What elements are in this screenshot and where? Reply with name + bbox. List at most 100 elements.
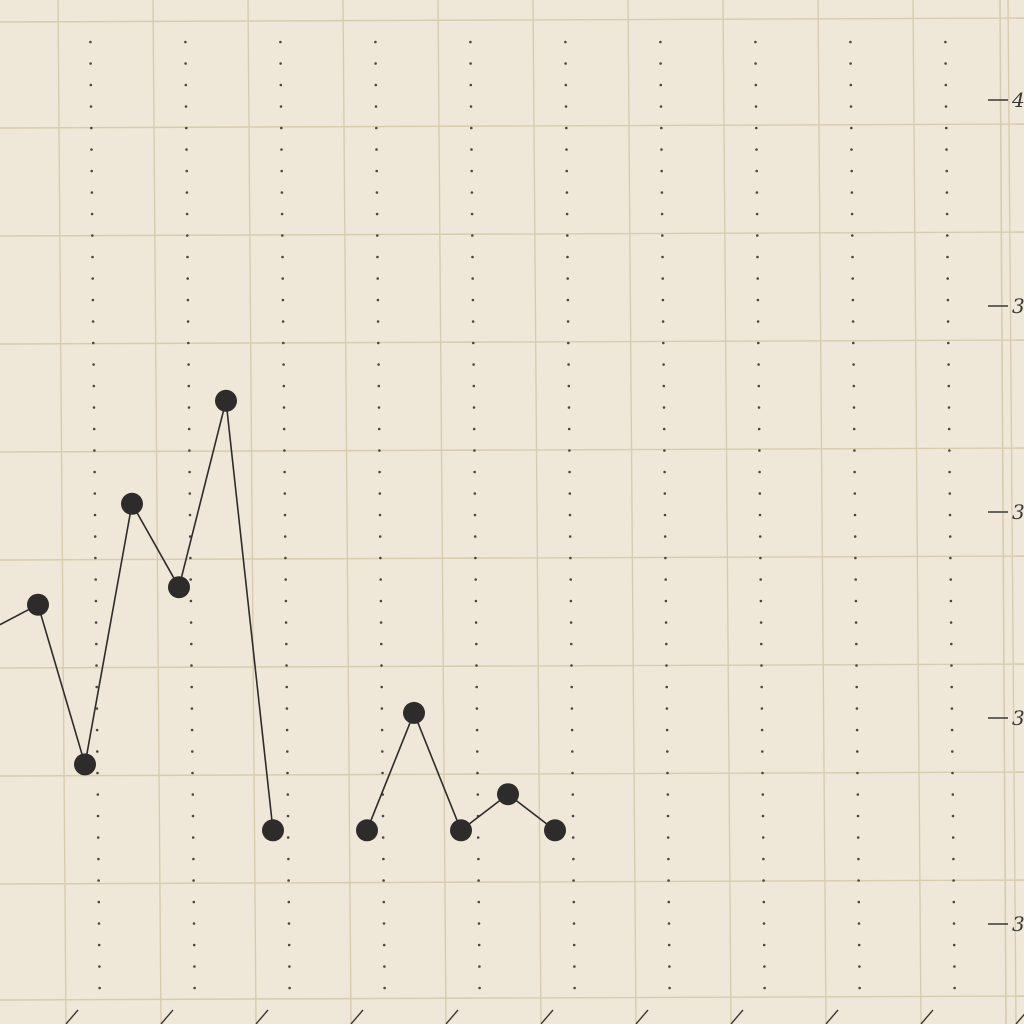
- guide-dot: [952, 857, 955, 861]
- guide-dot: [281, 277, 285, 280]
- x-tick-mark: [635, 1009, 649, 1024]
- guide-dot: [188, 492, 192, 495]
- guide-dot: [378, 492, 382, 495]
- guide-dot: [376, 255, 379, 259]
- guide-dot: [950, 685, 953, 689]
- guide-dot: [849, 62, 852, 65]
- guide-dot: [192, 879, 195, 882]
- guide-dot: [857, 922, 861, 925]
- guide-dot: [95, 664, 98, 667]
- guide-dot: [92, 406, 96, 409]
- guide-dot: [474, 578, 478, 581]
- guide-dot: [566, 298, 570, 302]
- grid-line-horizontal: [0, 339, 1024, 345]
- data-point: [262, 819, 284, 842]
- guide-dot: [187, 341, 190, 345]
- guide-dot: [857, 900, 861, 904]
- data-point: [168, 576, 190, 599]
- guide-dot: [185, 169, 188, 173]
- guide-dot: [90, 212, 94, 216]
- guide-dot: [573, 986, 576, 990]
- guide-dot: [856, 836, 860, 839]
- data-point: [497, 783, 519, 806]
- grid-line-vertical: [57, 0, 67, 1024]
- data-markers: [27, 389, 566, 842]
- guide-dot: [854, 599, 858, 603]
- guide-dot: [950, 664, 953, 667]
- guide-dot: [762, 922, 766, 925]
- guide-dot: [568, 513, 572, 517]
- guide-dot: [477, 943, 481, 947]
- guide-dot: [382, 900, 386, 904]
- guide-dot: [191, 771, 194, 775]
- guide-dot: [95, 685, 98, 689]
- guide-dot: [475, 707, 479, 710]
- x-tick-mark: [540, 1009, 554, 1024]
- guide-dot: [378, 470, 381, 474]
- guide-dot: [565, 148, 568, 151]
- guide-dot: [379, 578, 383, 581]
- guide-dot: [188, 513, 192, 517]
- guide-dot: [759, 578, 762, 581]
- guide-dot: [763, 965, 766, 968]
- guide-dot: [760, 707, 764, 710]
- guide-dot: [660, 126, 663, 130]
- guide-dot: [89, 83, 93, 87]
- guide-dot: [564, 62, 567, 65]
- guide-dot: [94, 599, 98, 603]
- guide-dot: [763, 986, 766, 990]
- grid-line-vertical: [247, 0, 257, 1024]
- guide-dot: [190, 642, 193, 646]
- guide-dot: [97, 900, 101, 904]
- guide-dot: [380, 707, 384, 710]
- guide-dot: [856, 750, 859, 753]
- guide-dot: [94, 578, 97, 581]
- guide-dot: [282, 341, 285, 345]
- guide-dot: [564, 83, 568, 87]
- guide-dot: [564, 40, 567, 44]
- guide-dot: [567, 384, 571, 388]
- guide-dot: [949, 621, 953, 624]
- guide-dot: [665, 685, 668, 689]
- guide-dot: [469, 40, 472, 44]
- guide-dot: [381, 836, 385, 839]
- guide-dot: [944, 105, 948, 108]
- guide-dot: [662, 427, 666, 431]
- guide-dot: [572, 900, 576, 904]
- guide-dot: [659, 105, 663, 108]
- guide-dot: [377, 427, 381, 431]
- guide-dot: [377, 341, 380, 345]
- guide-dot: [857, 943, 861, 947]
- guide-dot: [191, 793, 195, 796]
- guide-dot: [191, 814, 195, 818]
- grid-line-vertical: [817, 0, 827, 1024]
- guide-dot: [478, 986, 481, 990]
- guide-dot: [572, 879, 575, 882]
- grid-line-vertical: [722, 0, 732, 1024]
- grid-line-horizontal: [0, 771, 1024, 777]
- x-tick-mark: [920, 1009, 934, 1024]
- guide-dot: [193, 965, 196, 968]
- guide-dot: [96, 814, 100, 818]
- grid-line-horizontal: [0, 17, 1024, 23]
- data-point: [74, 753, 96, 776]
- guide-dot: [473, 492, 477, 495]
- guide-dot: [192, 922, 196, 925]
- guide-dot: [280, 148, 283, 151]
- guide-dot: [853, 513, 857, 517]
- guide-dot: [89, 40, 92, 44]
- guide-dot: [470, 212, 474, 216]
- guide-dot: [946, 255, 949, 259]
- guide-dot: [184, 62, 187, 65]
- guide-dot: [185, 148, 188, 151]
- guide-dot: [565, 169, 568, 173]
- guide-dot: [755, 191, 759, 194]
- guide-dot: [91, 298, 95, 302]
- guide-dot: [565, 126, 568, 130]
- series-line: [37, 399, 274, 831]
- guide-dot: [471, 298, 475, 302]
- guide-dot: [379, 621, 383, 624]
- guide-dot: [473, 513, 477, 517]
- guide-dot: [284, 621, 288, 624]
